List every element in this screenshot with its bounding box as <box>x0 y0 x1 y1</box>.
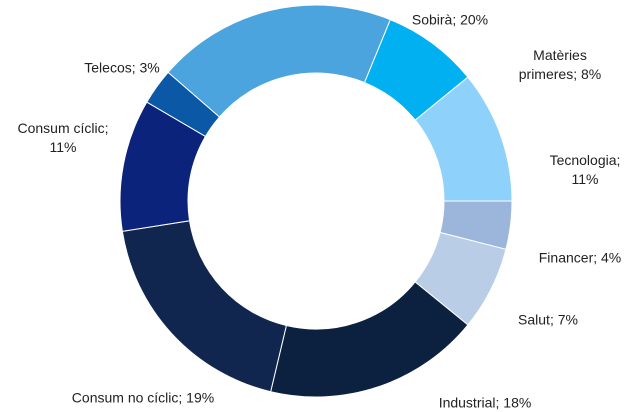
slice-label: Consum no cíclic; 19% <box>72 389 214 408</box>
donut-slice <box>146 71 221 138</box>
slice-label: Salut; 7% <box>518 311 578 330</box>
category-name: Sobirà <box>411 11 453 28</box>
category-name: Consum no cíclic <box>71 389 179 406</box>
separator: ; <box>573 66 581 82</box>
value-label: 11% <box>571 171 599 187</box>
value-label: 3% <box>139 59 160 76</box>
separator: ; <box>616 152 625 168</box>
separator: ; <box>593 249 602 266</box>
separator: ; <box>452 11 461 28</box>
value-label: 11% <box>49 139 77 155</box>
category-name: Tecnologia <box>549 152 617 168</box>
slice-label: Tecnologia; 11% <box>540 151 630 189</box>
slice-label: Sobirà; 20% <box>412 11 488 30</box>
slice-label: Telecos; 3% <box>84 59 159 78</box>
slice-label: Industrial; 18% <box>439 394 532 412</box>
separator: ; <box>495 394 504 411</box>
separator: ; <box>131 59 140 76</box>
value-label: 8% <box>581 66 602 82</box>
category-name: Industrial <box>438 394 496 411</box>
category-name: Matèries primeres <box>518 47 591 82</box>
slice-label: Financer; 4% <box>539 249 621 268</box>
slice-label: Matèries primeres; 8% <box>513 46 608 84</box>
separator: ; <box>104 120 113 136</box>
separator: ; <box>549 311 558 328</box>
value-label: 19% <box>186 389 215 406</box>
category-name: Financer <box>538 249 594 266</box>
separator: ; <box>178 389 187 406</box>
category-name: Consum cíclic <box>17 120 105 136</box>
value-label: 18% <box>503 394 532 411</box>
value-label: 4% <box>601 249 622 266</box>
donut-slice <box>121 220 287 393</box>
value-label: 20% <box>460 11 489 28</box>
value-label: 7% <box>557 311 578 328</box>
slice-label: Consum cíclic; 11% <box>8 119 118 157</box>
category-name: Salut <box>518 311 550 328</box>
category-name: Telecos <box>84 59 132 76</box>
donut-slice <box>167 4 391 118</box>
